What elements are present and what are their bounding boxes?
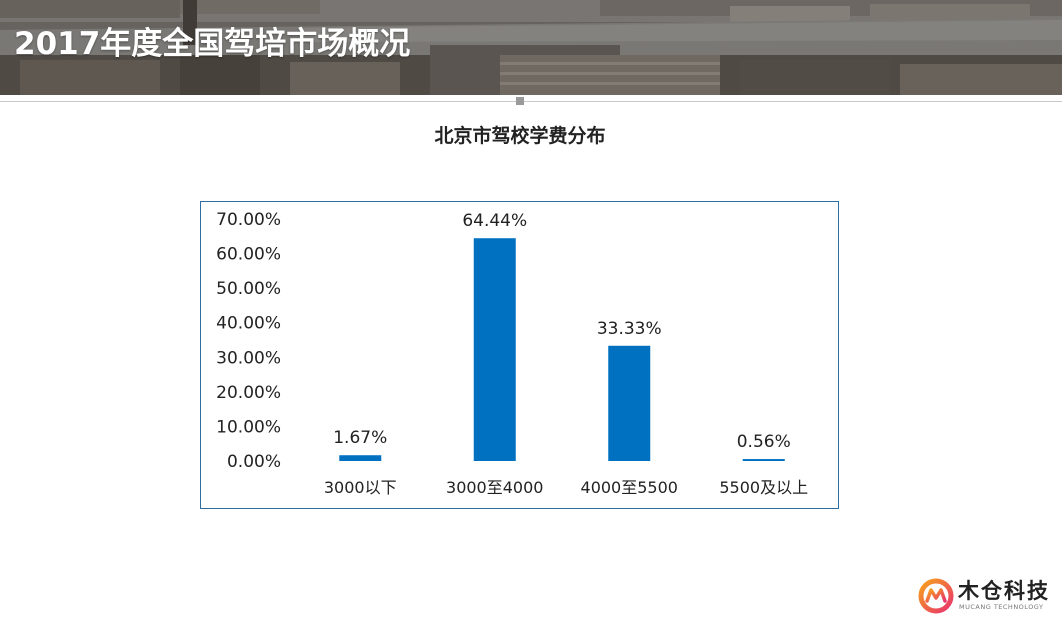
header-banner: 2017年度全国驾培市场概况 [0,0,1062,95]
city-skyline-background [0,0,1062,95]
x-tick-label: 3000至4000 [446,478,543,497]
bar-value-label: 1.67% [333,428,387,448]
logo-subtitle: MUCANG TECHNOLOGY [959,603,1044,611]
x-tick-label: 4000至5500 [581,478,678,497]
data-labels: 1.67% 64.44% 33.33% 0.56% [333,211,791,452]
x-tick-label: 3000以下 [324,478,397,497]
y-tick-label: 70.00% [216,210,281,230]
bar [473,238,516,461]
y-tick-label: 0.00% [227,452,281,472]
y-tick-label: 20.00% [216,383,281,403]
bar [339,455,382,461]
bar-value-label: 0.56% [737,432,791,452]
company-logo: 木仓科技 MUCANG TECHNOLOGY [918,573,1058,617]
header-divider [0,101,1062,102]
page-title: 2017年度全国驾培市场概况 [14,26,411,62]
y-axis: 0.00% 10.00% 20.00% 30.00% 40.00% 50.00% 60.00… [216,210,281,472]
mucang-logo-icon [918,578,954,614]
logo-name: 木仓科技 [958,579,1050,603]
y-tick-label: 40.00% [216,314,281,334]
y-tick-label: 60.00% [216,245,281,265]
x-axis: 3000以下 3000至4000 4000至5500 5500及以上 [324,478,808,497]
x-tick-label: 5500及以上 [719,478,808,497]
y-tick-label: 30.00% [216,348,281,368]
chart-title: 北京市驾校学费分布 [434,125,606,147]
y-tick-label: 50.00% [216,279,281,299]
divider-marker [516,97,524,105]
bars [339,238,785,461]
bar-chart: 0.00% 10.00% 20.00% 30.00% 40.00% 50.00% 60.00… [200,201,839,509]
bar [608,345,651,461]
bar-value-label: 64.44% [462,211,527,231]
y-tick-label: 10.00% [216,417,281,437]
bar [742,459,785,461]
bar-chart-canvas: 0.00% 10.00% 20.00% 30.00% 40.00% 50.00% 60.00… [216,210,808,497]
bar-value-label: 33.33% [597,319,662,339]
